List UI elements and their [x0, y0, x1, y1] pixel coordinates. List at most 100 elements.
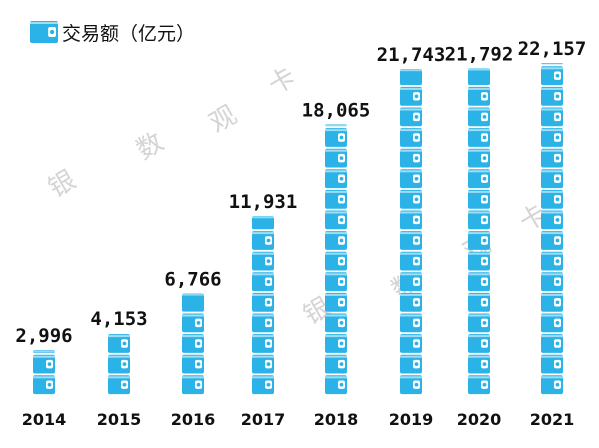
bar-wallet-icon [325, 148, 347, 168]
bar-wallet-icon [252, 313, 274, 333]
bar-wallet-icon [325, 210, 347, 230]
bar-wallet-icon [325, 189, 347, 209]
watermark-char: 卡 [264, 62, 302, 101]
bar-wallet-icon [468, 313, 490, 333]
bar-wallet-partial-edge [541, 63, 563, 65]
watermark-char: 银 [44, 165, 82, 204]
bar-wallet-icon [325, 313, 347, 333]
bar-wallet-icon [108, 354, 130, 374]
bar-wallet-icon [400, 169, 422, 189]
bar-wallet-icon [400, 231, 422, 250]
bar-wallet-icon [468, 86, 490, 106]
bar-wallet-icon [468, 334, 490, 353]
bar-wallet-icon [400, 354, 422, 374]
x-tick-label-2016: 2016 [171, 410, 216, 429]
bar-wallet-icon [541, 292, 563, 312]
bar-wallet-icon [400, 107, 422, 127]
bar-wallet-partial [182, 293, 204, 312]
bar-wallet-icon [541, 148, 563, 168]
watermark-char: 数 [132, 127, 170, 166]
bar-wallet-icon [400, 128, 422, 147]
bar-2020 [468, 68, 490, 395]
bar-wallet-icon [400, 189, 422, 209]
bar-2017 [252, 216, 274, 395]
bar-wallet-icon [541, 375, 563, 395]
bar-wallet-icon [468, 107, 490, 127]
legend-wallet-shape [30, 21, 58, 43]
bar-wallet-partial [400, 69, 422, 85]
bar-2021 [541, 63, 563, 395]
bar-wallet-icon [468, 292, 490, 312]
x-tick-label-2021: 2021 [530, 410, 575, 429]
value-labels: 2,996 4,153 6,766 11,931 18,065 21,743 21,792 2… [15, 38, 586, 347]
x-tick-label-2015: 2015 [97, 410, 142, 429]
bar-wallet-icon [325, 231, 347, 250]
bar-wallet-icon [541, 334, 563, 353]
value-label-2017: 11,931 [229, 191, 298, 213]
bar-wallet-icon [400, 292, 422, 312]
bar-wallet-icon [468, 128, 490, 147]
bar-wallet-partial-edge [33, 350, 55, 353]
bar-wallet-icon [325, 128, 347, 147]
bar-wallet-icon [400, 375, 422, 395]
bar-wallet-icon [108, 375, 130, 395]
bar-wallet-icon [325, 334, 347, 353]
bar-wallet-icon [182, 375, 204, 395]
bar-wallet-icon [325, 272, 347, 292]
bar-wallet-icon [400, 334, 422, 353]
bar-wallet-icon [468, 272, 490, 292]
bar-wallet-icon [325, 292, 347, 312]
x-axis-labels: 2014 2015 2016 2017 2018 2019 2020 2021 [22, 410, 575, 429]
bar-wallet-icon [325, 375, 347, 395]
legend: 交易额（亿元） [30, 21, 195, 45]
legend-label: 交易额（亿元） [62, 23, 195, 45]
bar-wallet-partial-edge [400, 69, 422, 72]
bar-wallet-icon [541, 313, 563, 333]
bar-wallet-icon [33, 375, 55, 395]
x-tick-label-2014: 2014 [22, 410, 67, 429]
bar-wallet-icon [468, 231, 490, 250]
bar-wallet-partial [252, 216, 274, 230]
bar-wallet-icon [541, 128, 563, 147]
bar-wallet-icon [182, 354, 204, 374]
bar-wallet-icon [468, 210, 490, 230]
bar-2015 [108, 334, 130, 395]
bar-wallet-icon [541, 86, 563, 106]
bar-wallet-partial-edge [325, 124, 347, 127]
bar-wallet-icon [468, 354, 490, 374]
bar-wallet-icon [541, 354, 563, 374]
bar-wallet-icon [400, 86, 422, 106]
bar-wallet-icon [325, 169, 347, 189]
bars [33, 63, 563, 395]
x-tick-label-2019: 2019 [389, 410, 434, 429]
bar-wallet-icon [182, 313, 204, 333]
bar-wallet-icon [325, 251, 347, 271]
bar-wallet-icon [252, 375, 274, 395]
bar-wallet-icon [541, 189, 563, 209]
bar-wallet-icon [541, 272, 563, 292]
bar-wallet-icon [541, 251, 563, 271]
bar-wallet-icon [541, 231, 563, 250]
bar-wallet-partial [468, 68, 490, 85]
bar-wallet-icon [400, 272, 422, 292]
value-label-2016: 6,766 [164, 269, 221, 291]
x-tick-label-2017: 2017 [241, 410, 286, 429]
value-label-2014: 2,996 [15, 325, 72, 347]
bar-wallet-icon [252, 292, 274, 312]
bar-wallet-icon [468, 148, 490, 168]
value-label-2020: 21,792 [445, 43, 514, 65]
bar-wallet-icon [252, 354, 274, 374]
bar-wallet-icon [252, 272, 274, 292]
bar-2014 [33, 350, 55, 395]
bar-wallet-icon [400, 148, 422, 168]
bar-wallet-icon [468, 375, 490, 395]
bar-wallet-icon [108, 334, 130, 353]
bar-wallet-icon [541, 210, 563, 230]
bar-wallet-icon [325, 354, 347, 374]
bar-wallet-icon [468, 169, 490, 189]
value-label-2019: 21,743 [377, 44, 446, 66]
bar-2018 [325, 124, 347, 395]
bar-wallet-partial-edge [468, 68, 490, 71]
x-tick-label-2018: 2018 [314, 410, 359, 429]
